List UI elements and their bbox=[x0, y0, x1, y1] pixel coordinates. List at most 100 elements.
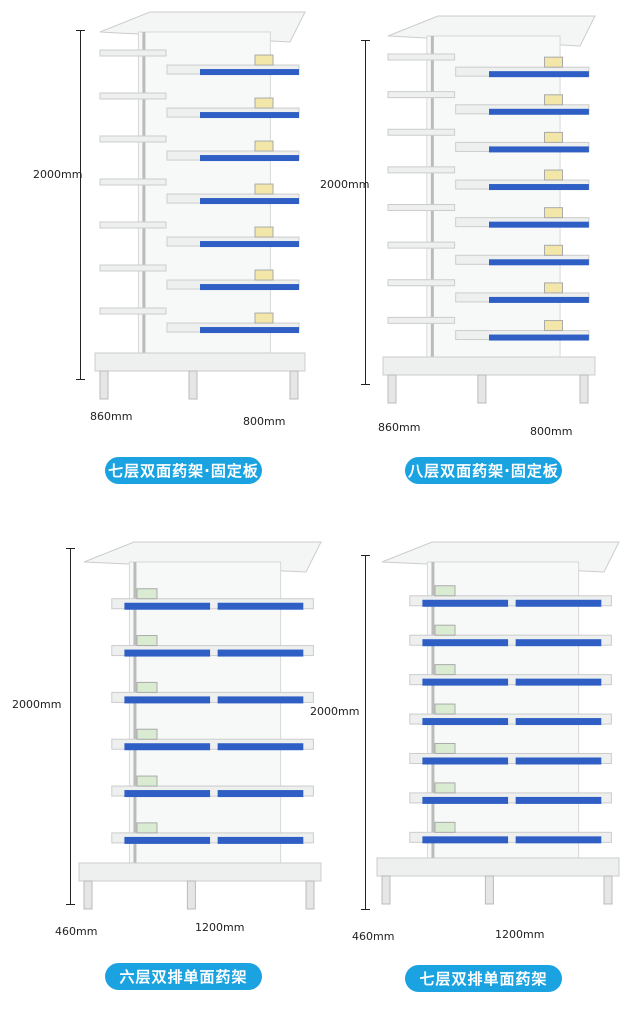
drawer-front bbox=[217, 602, 304, 610]
leg bbox=[289, 370, 299, 400]
shelf-front bbox=[489, 296, 589, 303]
drawer-front bbox=[422, 678, 509, 686]
upright-post bbox=[142, 32, 146, 353]
shelf bbox=[111, 832, 314, 844]
medicine-box bbox=[136, 681, 158, 693]
shelf bbox=[111, 691, 314, 703]
height-dimension-line bbox=[76, 30, 85, 380]
shelf bbox=[409, 831, 612, 843]
product-label: 八层双面药架·固定板 bbox=[405, 457, 562, 484]
shelf bbox=[111, 645, 314, 657]
drawer-front bbox=[515, 757, 602, 765]
medicine-box bbox=[544, 94, 563, 106]
shelf-left bbox=[99, 264, 167, 272]
shelf-left bbox=[99, 92, 167, 100]
leg bbox=[186, 880, 196, 910]
height-dimension-line bbox=[361, 555, 370, 910]
width-label: 800mm bbox=[530, 425, 573, 438]
base-shelf bbox=[78, 862, 322, 882]
height-dimension-line bbox=[66, 548, 75, 905]
medicine-box bbox=[254, 97, 274, 109]
shelf bbox=[409, 674, 612, 686]
drawer-front bbox=[515, 678, 602, 686]
drawer-front bbox=[422, 836, 509, 844]
depth-label: 860mm bbox=[90, 410, 133, 423]
shelf-front bbox=[489, 108, 589, 115]
height-label: 2000mm bbox=[310, 705, 360, 718]
leg bbox=[477, 374, 487, 404]
shelf bbox=[111, 738, 314, 750]
shelf-left bbox=[387, 279, 456, 287]
medicine-box bbox=[544, 131, 563, 143]
width-label: 1200mm bbox=[495, 928, 545, 941]
medicine-box bbox=[254, 226, 274, 238]
shelf-illustration bbox=[376, 541, 620, 905]
leg bbox=[579, 374, 589, 404]
leg bbox=[99, 370, 109, 400]
medicine-box bbox=[136, 728, 158, 740]
shelf-front bbox=[489, 146, 589, 153]
shelf-left bbox=[99, 221, 167, 229]
depth-label: 860mm bbox=[378, 421, 421, 434]
shelf-front bbox=[489, 184, 589, 191]
shelf bbox=[111, 598, 314, 610]
leg bbox=[381, 875, 391, 905]
width-label: 800mm bbox=[243, 415, 286, 428]
leg bbox=[484, 875, 494, 905]
shelf-left bbox=[99, 49, 167, 57]
medicine-box bbox=[544, 244, 563, 256]
medicine-box bbox=[254, 312, 274, 324]
back-panel bbox=[137, 31, 271, 354]
shelf-front bbox=[489, 221, 589, 228]
medicine-box bbox=[254, 269, 274, 281]
shelf-illustration bbox=[78, 541, 322, 910]
medicine-box bbox=[254, 140, 274, 152]
shelf-left bbox=[99, 135, 167, 143]
drawer-front bbox=[515, 718, 602, 726]
height-label: 2000mm bbox=[12, 698, 62, 711]
leg bbox=[603, 875, 613, 905]
drawer-front bbox=[124, 649, 211, 657]
shelf-left bbox=[387, 204, 456, 211]
shelf-illustration bbox=[94, 11, 306, 400]
base-shelf bbox=[94, 352, 306, 372]
medicine-box bbox=[136, 635, 158, 647]
drawer-front bbox=[217, 743, 304, 751]
shelf-left bbox=[387, 241, 456, 249]
shelf bbox=[409, 713, 612, 725]
leg bbox=[387, 374, 397, 404]
leg bbox=[305, 880, 315, 910]
medicine-box bbox=[434, 624, 456, 636]
drawer-front bbox=[217, 649, 304, 657]
drawer-front bbox=[124, 696, 211, 704]
shelf-left bbox=[387, 316, 456, 324]
leg bbox=[188, 370, 198, 400]
shelf-left bbox=[99, 307, 167, 315]
medicine-box bbox=[434, 703, 456, 715]
base-shelf bbox=[382, 356, 596, 376]
shelf-front bbox=[200, 327, 299, 334]
medicine-box bbox=[434, 742, 456, 754]
shelf-illustration bbox=[382, 15, 596, 404]
upright-post bbox=[431, 562, 435, 858]
medicine-box bbox=[434, 585, 456, 597]
shelf bbox=[409, 634, 612, 646]
drawer-front bbox=[124, 602, 211, 610]
upright-post bbox=[430, 36, 434, 357]
shelf-front bbox=[200, 284, 299, 291]
shelf-front bbox=[200, 69, 299, 76]
shelf-left bbox=[387, 166, 456, 174]
medicine-box bbox=[136, 588, 158, 600]
upright-post bbox=[133, 562, 137, 863]
drawer-front bbox=[217, 696, 304, 704]
height-label: 2000mm bbox=[33, 168, 83, 181]
back-panel bbox=[426, 35, 561, 358]
drawer-front bbox=[515, 836, 602, 844]
shelf-front bbox=[489, 71, 589, 78]
drawer-front bbox=[124, 836, 211, 844]
medicine-box bbox=[136, 775, 158, 787]
medicine-box bbox=[254, 54, 274, 66]
drawer-front bbox=[515, 639, 602, 647]
leg bbox=[83, 880, 93, 910]
depth-label: 460mm bbox=[55, 925, 98, 938]
